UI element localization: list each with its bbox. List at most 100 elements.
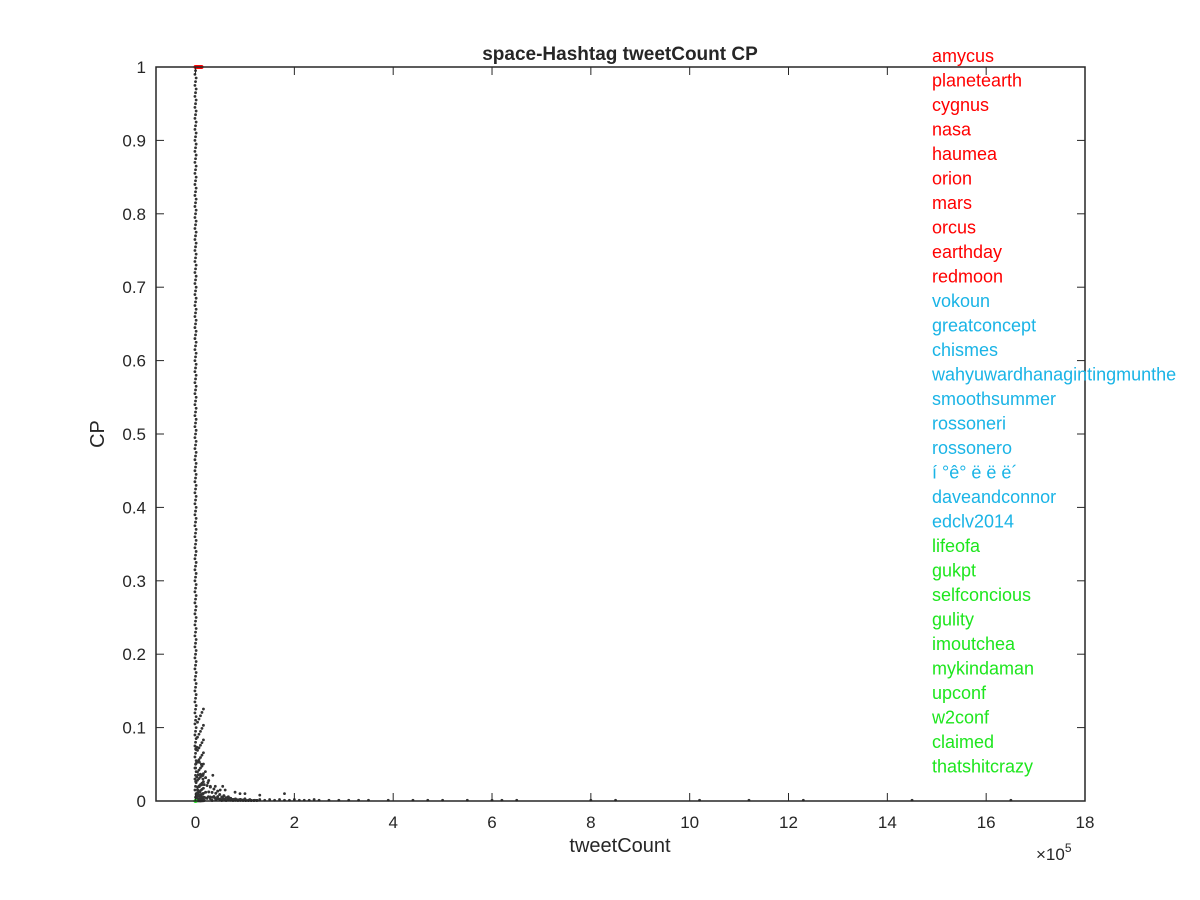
data-point [197,732,201,736]
hashtag-label: smoothsummer [932,389,1056,409]
data-point [194,594,198,597]
data-point [222,794,226,798]
data-point [194,234,197,238]
data-point [193,249,197,252]
data-point [193,337,197,340]
y-tick-label: 0.7 [122,278,146,297]
data-point [194,318,198,322]
data-point [208,797,212,801]
data-point [193,304,197,307]
data-point [194,366,197,370]
data-point [193,436,197,440]
hashtag-label: daveandconnor [932,487,1056,507]
hashtag-label: amycus [932,46,994,66]
hashtag-label: í °ê° ë ë ë´ [932,463,1017,483]
data-point [194,597,197,601]
data-point [194,740,197,744]
data-point [194,531,197,535]
data-point [200,762,203,766]
data-point [194,682,198,685]
data-point [194,696,197,700]
data-point [194,671,198,674]
data-point [194,322,197,326]
data-point [194,465,197,469]
data-point [193,194,197,197]
data-point [194,439,198,443]
data-point [202,751,205,755]
data-point [207,779,211,782]
data-point [194,616,198,619]
data-point [194,388,197,392]
hashtag-label: redmoon [932,267,1003,287]
data-point [194,454,197,458]
x-tick-label: 12 [779,813,798,832]
data-point [200,783,203,787]
data-point [238,792,242,796]
data-point [197,793,201,797]
data-point [243,797,247,801]
data-point [204,776,208,780]
data-point [194,285,198,289]
data-point [194,718,197,722]
x-tick-label: 18 [1076,813,1095,832]
data-point [193,238,197,241]
data-point [194,340,198,344]
data-point [193,315,197,318]
data-point [193,359,197,362]
data-point [202,738,205,742]
data-point [202,707,205,711]
data-point [194,564,197,568]
data-point [204,770,207,774]
hashtag-label: vokoun [932,291,990,311]
data-point [199,743,202,747]
hashtag-label: mars [932,193,972,213]
data-point [193,139,197,142]
data-point [193,601,197,605]
data-point [193,127,197,131]
data-point [212,787,216,791]
data-point [238,798,242,801]
data-point [193,777,197,781]
x-tick-label: 10 [680,813,699,832]
data-point [194,186,198,190]
data-point [248,798,252,801]
data-point [194,550,198,553]
data-point [278,798,281,801]
data-point [206,795,210,798]
data-point [228,797,232,801]
data-point [194,443,197,447]
data-point [196,788,199,792]
data-point [202,780,205,784]
data-point [199,795,203,798]
data-point [194,528,198,531]
y-tick-label: 0.2 [122,645,146,664]
data-point [193,260,197,263]
data-point [258,793,262,797]
hashtag-label: lifeofa [932,536,981,556]
data-point [193,271,197,274]
data-point [194,483,198,487]
hashtag-label: claimed [932,732,994,752]
data-point [194,685,197,689]
data-point [194,175,198,179]
x-tick-label: 0 [191,813,200,832]
data-point [194,230,198,234]
data-point [268,798,272,801]
data-point [193,172,197,175]
data-point [200,711,204,714]
data-point [193,83,197,87]
data-point [194,113,197,117]
data-point [223,788,227,792]
data-point [193,546,197,550]
data-point [193,579,197,583]
data-point [194,168,197,172]
data-point [194,641,197,645]
data-point [196,720,199,724]
data-point [194,472,198,476]
data-point [194,553,197,557]
data-point [194,395,198,399]
data-point [194,561,198,564]
data-point [194,223,197,227]
hashtag-label: w2conf [931,708,990,728]
data-point [206,781,210,785]
